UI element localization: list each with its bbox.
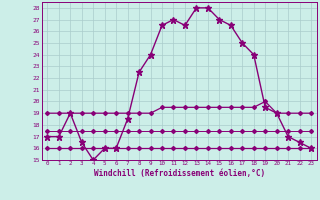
- X-axis label: Windchill (Refroidissement éolien,°C): Windchill (Refroidissement éolien,°C): [94, 169, 265, 178]
